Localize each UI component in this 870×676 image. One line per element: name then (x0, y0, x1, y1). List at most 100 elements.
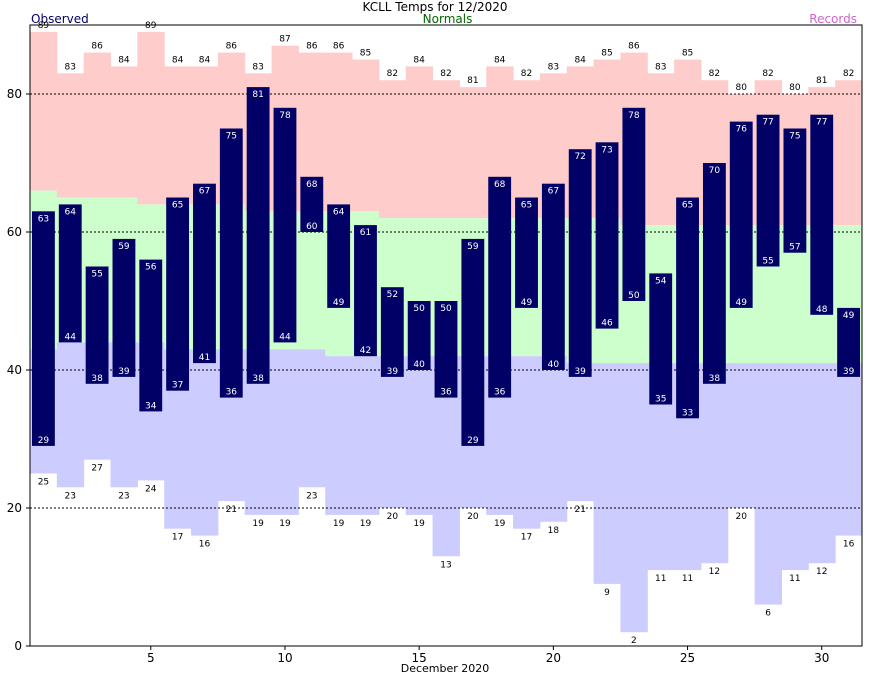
record-high-band (83, 52, 112, 198)
axes: 0 20 40 60 80 5 10 15 20 25 30 (7, 24, 863, 665)
record-high-label: 86 (91, 42, 103, 52)
observed-high-label: 65 (682, 201, 693, 211)
record-high-band (164, 66, 192, 205)
record-low-label: 9 (604, 588, 610, 598)
observed-high-label: 61 (360, 228, 371, 238)
record-low-label: 23 (118, 491, 129, 501)
record-high-label: 86 (628, 42, 640, 52)
chart-title: KCLL Temps for 12/2020 (362, 0, 508, 14)
observed-bars (32, 87, 860, 446)
observed-high-label: 65 (521, 201, 532, 211)
y-tick-label: 40 (7, 363, 22, 377)
record-low-band (405, 356, 434, 515)
record-low-band (808, 363, 836, 564)
observed-low-label: 49 (333, 298, 345, 308)
observed-high-label: 67 (548, 187, 559, 197)
normal-band (298, 211, 326, 350)
observed-low-label: 29 (38, 436, 50, 446)
record-high-band (110, 66, 138, 198)
x-tick-label: 20 (546, 651, 561, 665)
observed-low-label: 35 (655, 395, 666, 405)
record-high-label: 83 (252, 62, 263, 72)
observed-high-label: 52 (387, 290, 398, 300)
record-low-label: 18 (548, 526, 560, 536)
record-low-label: 11 (682, 574, 693, 584)
observed-bar (649, 273, 673, 405)
record-low-band (352, 356, 380, 515)
observed-high-label: 76 (735, 125, 747, 135)
record-low-label: 19 (360, 519, 372, 529)
record-high-label: 81 (816, 76, 827, 86)
observed-high-label: 49 (843, 311, 855, 321)
observed-bar (434, 301, 458, 398)
observed-low-label: 38 (709, 374, 721, 384)
record-low-label: 17 (521, 533, 532, 543)
observed-low-label: 38 (91, 374, 103, 384)
record-low-band (593, 363, 621, 584)
observed-low-label: 60 (306, 222, 318, 232)
observed-bar (541, 183, 565, 370)
observed-high-label: 59 (118, 242, 130, 252)
record-low-label: 11 (789, 574, 800, 584)
observed-bar (380, 287, 404, 377)
observed-bar (676, 197, 699, 419)
observed-bar (112, 238, 136, 377)
record-high-label: 80 (789, 83, 801, 93)
observed-high-label: 67 (199, 187, 210, 197)
observed-bar (783, 128, 807, 253)
observed-high-label: 70 (709, 166, 721, 176)
record-low-label: 21 (574, 505, 585, 515)
observed-bar (246, 87, 270, 384)
record-high-label: 82 (440, 69, 451, 79)
record-high-label: 83 (655, 62, 666, 72)
record-high-label: 81 (467, 76, 478, 86)
record-low-label: 12 (816, 567, 827, 577)
y-tick-label: 80 (7, 87, 22, 101)
observed-high-label: 68 (494, 180, 506, 190)
record-high-band (325, 52, 353, 212)
plot-frame (29, 24, 863, 647)
record-low-label: 23 (65, 491, 76, 501)
observed-high-label: 77 (762, 118, 773, 128)
observed-low-label: 49 (735, 298, 747, 308)
observed-low-label: 29 (467, 436, 479, 446)
record-high-label: 82 (843, 69, 854, 79)
observed-low-label: 38 (252, 374, 264, 384)
record-low-label: 16 (199, 540, 211, 550)
x-axis-label: December 2020 (401, 662, 490, 675)
record-low-label: 11 (655, 574, 666, 584)
observed-low-label: 57 (789, 243, 800, 253)
observed-bar (219, 128, 243, 398)
legend-records: Records (809, 12, 857, 26)
observed-bar (595, 142, 619, 329)
record-high-band (405, 66, 434, 219)
observed-high-label: 64 (65, 207, 77, 217)
observed-high-label: 75 (789, 132, 800, 142)
x-tick-label: 15 (412, 651, 427, 665)
observed-low-label: 50 (628, 291, 640, 301)
record-high-label: 82 (387, 69, 398, 79)
observed-low-label: 40 (413, 360, 425, 370)
record-low-band (727, 363, 756, 508)
observed-high-label: 63 (38, 214, 49, 224)
observed-low-label: 36 (494, 388, 506, 398)
value-labels: 8925632983236444862755388423593989245634… (38, 21, 855, 646)
observed-bar (515, 197, 538, 308)
observed-bar (622, 107, 646, 301)
record-high-band (513, 80, 541, 219)
record-low-band (378, 356, 407, 508)
record-high-label: 84 (118, 55, 130, 65)
record-high-band (137, 31, 165, 205)
observed-bar (139, 259, 163, 412)
observed-high-label: 78 (628, 111, 640, 121)
record-high-label: 82 (709, 69, 720, 79)
observed-low-label: 34 (145, 401, 157, 411)
observed-low-label: 42 (360, 346, 371, 356)
observed-bar (58, 204, 82, 343)
observed-low-label: 33 (682, 408, 693, 418)
record-low-band (325, 356, 353, 515)
observed-bar (32, 211, 55, 446)
observed-low-label: 36 (226, 388, 238, 398)
record-low-band (700, 363, 729, 564)
